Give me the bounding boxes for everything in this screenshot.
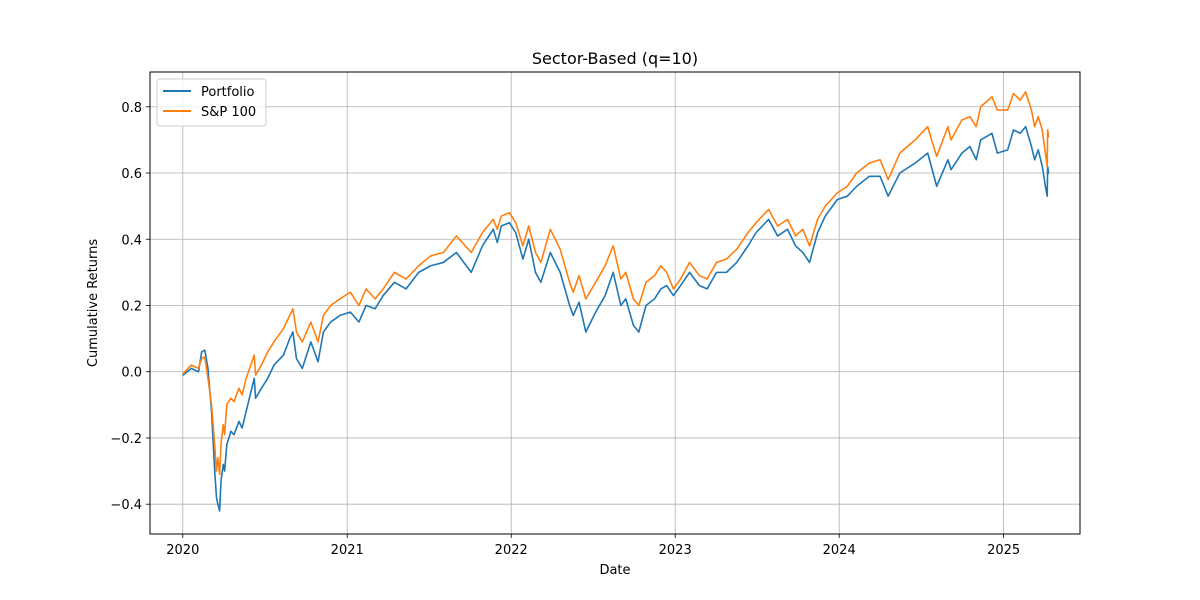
y-tick-label: −0.4 (110, 498, 142, 513)
y-axis-ticks: −0.4 −0.2 0.0 0.2 0.4 0.6 0.8 (110, 101, 150, 513)
legend-portfolio-label: Portfolio (201, 85, 255, 100)
chart-title: Sector-Based (q=10) (532, 49, 698, 68)
y-tick-label: 0.8 (121, 101, 142, 116)
plot-series (182, 91, 1050, 512)
y-tick-label: 0.2 (121, 299, 142, 314)
x-axis-ticks: 2020 2021 2022 2023 2024 2025 (166, 534, 1020, 558)
x-tick-label: 2024 (823, 543, 856, 558)
portfolio-line (182, 125, 1050, 512)
y-tick-label: 0.0 (121, 366, 142, 381)
y-tick-label: 0.6 (121, 167, 142, 182)
grid-lines (150, 72, 1080, 534)
y-axis-title: Cumulative Returns (86, 239, 101, 367)
x-tick-label: 2023 (659, 543, 692, 558)
plot-frame (149, 71, 1081, 535)
x-axis-title: Date (599, 563, 630, 578)
y-tick-label: 0.4 (121, 233, 142, 248)
legend-sp100-label: S&P 100 (201, 105, 256, 120)
y-tick-label: −0.2 (110, 432, 142, 447)
x-tick-label: 2025 (987, 543, 1020, 558)
x-tick-label: 2020 (166, 543, 199, 558)
x-tick-label: 2021 (331, 543, 364, 558)
legend: Portfolio S&P 100 (156, 78, 267, 127)
sp100-line (182, 91, 1050, 476)
x-tick-label: 2022 (495, 543, 528, 558)
